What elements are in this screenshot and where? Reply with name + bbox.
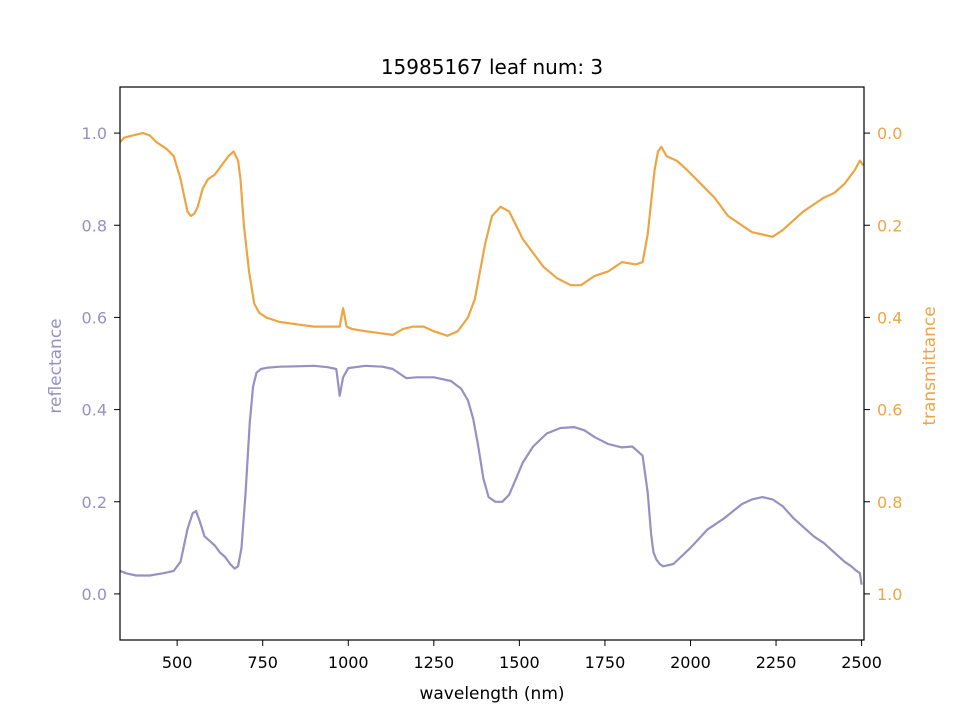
y-left-tick-label: 0.6 — [82, 308, 107, 327]
x-axis: 500 750 1000 1250 1500 1750 2000 2250 2500 — [162, 640, 882, 672]
y-right-tick-label: 0.8 — [877, 493, 902, 512]
plot-area — [119, 132, 865, 585]
x-axis-label: wavelength (nm) — [419, 684, 564, 704]
y-right-tick-label: 0.2 — [877, 216, 902, 235]
x-tick-label: 1000 — [328, 653, 369, 672]
x-tick-label: 2500 — [841, 653, 882, 672]
x-tick-label: 500 — [162, 653, 193, 672]
y-left-tick-label: 0.8 — [82, 216, 107, 235]
y-left-tick-label: 0.0 — [82, 585, 107, 604]
series-line-transmittance — [119, 132, 865, 337]
y-axis-right-label: transmittance — [920, 306, 940, 425]
x-tick-label: 1750 — [585, 653, 626, 672]
series-line-reflectance — [119, 364, 863, 585]
y-left-tick-label: 1.0 — [82, 124, 107, 143]
chart-title: 15985167 leaf num: 3 — [381, 55, 603, 79]
y-left-tick-label: 0.4 — [82, 401, 107, 420]
x-tick-label: 2000 — [670, 653, 711, 672]
x-tick-label: 2250 — [756, 653, 797, 672]
y-axis-right: 0.0 0.2 0.4 0.6 0.8 1.0 — [864, 124, 902, 604]
y-right-tick-label: 1.0 — [877, 585, 902, 604]
y-axis-left: 0.0 0.2 0.4 0.6 0.8 1.0 — [82, 124, 120, 604]
y-right-tick-label: 0.4 — [877, 308, 902, 327]
y-left-tick-label: 0.2 — [82, 493, 107, 512]
y-right-tick-label: 0.0 — [877, 124, 902, 143]
y-axis-left-label: reflectance — [46, 318, 66, 413]
x-tick-label: 1250 — [413, 653, 454, 672]
y-right-tick-label: 0.6 — [877, 401, 902, 420]
x-tick-label: 1500 — [499, 653, 540, 672]
plot-frame — [119, 86, 865, 641]
x-tick-label: 750 — [247, 653, 278, 672]
